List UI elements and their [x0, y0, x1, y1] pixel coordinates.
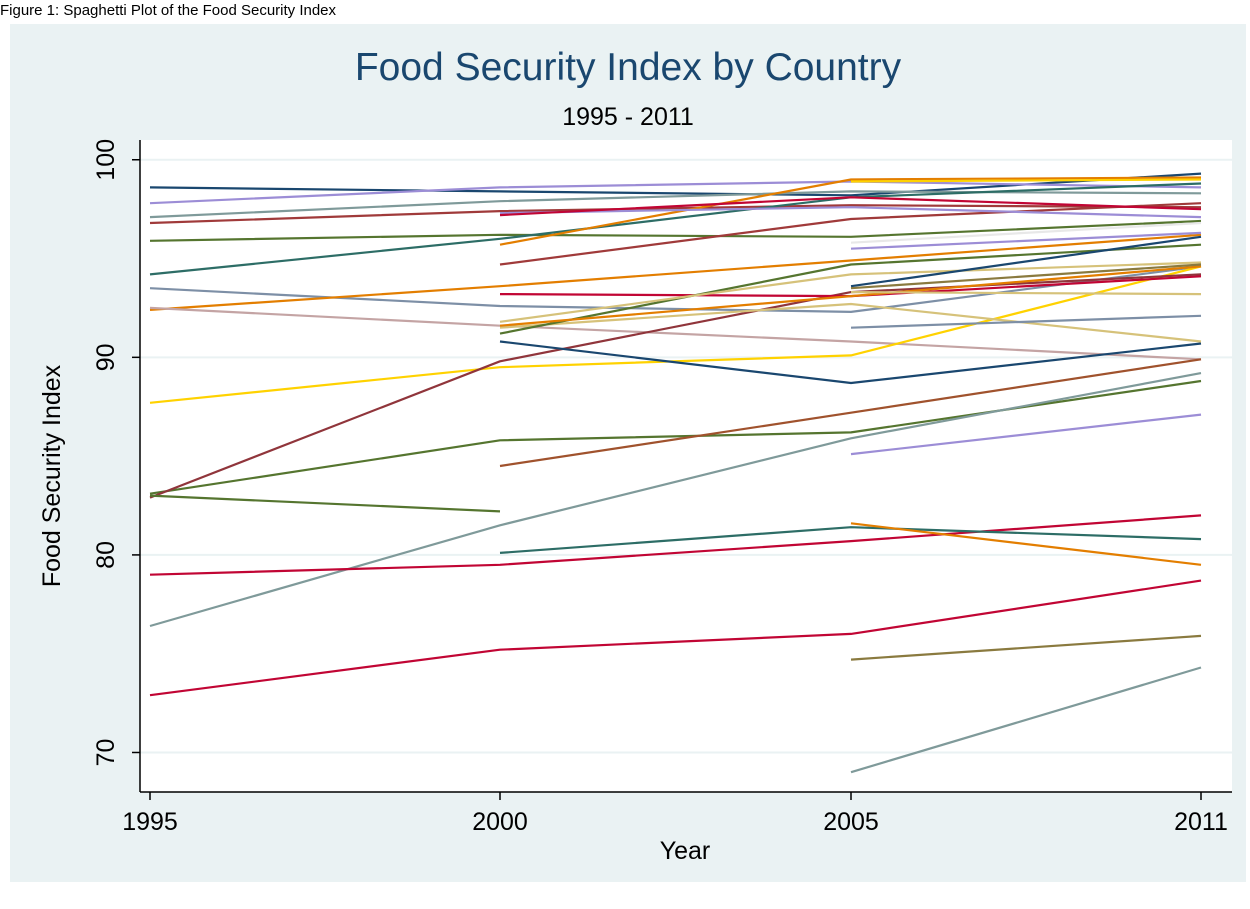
x-tick-label: 2011 — [1174, 808, 1228, 836]
series-line-5 — [149, 219, 1202, 242]
series-line-41 — [850, 235, 1202, 288]
series-line-27 — [499, 196, 1202, 217]
series-line-24 — [499, 302, 1202, 343]
series-line-32 — [850, 413, 1202, 456]
series-line-35 — [850, 314, 1202, 329]
series-line-33 — [850, 634, 1202, 661]
series-line-39 — [850, 263, 1202, 290]
series-line-22 — [499, 202, 1202, 266]
y-tick-label: 70 — [92, 739, 120, 767]
series-line-3 — [149, 190, 1202, 219]
x-tick-label: 2005 — [823, 808, 879, 836]
y-tick-label: 90 — [92, 343, 120, 371]
chart-title: Food Security Index by Country — [355, 46, 902, 89]
series-line-25 — [499, 206, 1202, 219]
series-line-29 — [499, 261, 1202, 323]
series-line-16 — [149, 494, 501, 513]
series-line-18 — [499, 340, 1202, 385]
series-line-2 — [149, 180, 1202, 205]
series-line-40 — [850, 291, 1202, 296]
chart-subtitle: 1995 - 2011 — [562, 103, 694, 131]
series-line-6 — [149, 182, 1202, 276]
x-axis-label: Year — [660, 837, 711, 865]
series-line-9 — [149, 306, 1202, 361]
series-line-14 — [149, 514, 1202, 576]
figure-caption: Figure 1: Spaghetti Plot of the Food Sec… — [0, 2, 337, 19]
series-line-26 — [499, 243, 1202, 335]
y-tick-label: 100 — [92, 139, 120, 181]
series-line-28 — [499, 265, 1202, 327]
series-line-21 — [499, 176, 1202, 246]
series-line-12 — [149, 273, 1202, 499]
series-line-37 — [850, 231, 1202, 250]
y-axis-label: Food Security Index — [38, 364, 66, 587]
chart-area: Food Security Index by Country 1995 - 20… — [10, 24, 1246, 882]
x-tick-label: 1995 — [122, 808, 178, 836]
x-tick-label: 2000 — [472, 808, 528, 836]
series-line-4 — [149, 204, 1202, 225]
series-line-31 — [850, 522, 1202, 566]
series-line-19 — [499, 358, 1202, 468]
series-line-38 — [850, 221, 1202, 244]
series-line-34 — [850, 666, 1202, 774]
series-line-15 — [149, 579, 1202, 697]
series-line-36 — [850, 178, 1202, 183]
series-line-13 — [149, 372, 1202, 628]
series-line-17 — [499, 526, 1202, 554]
y-tick-label: 80 — [92, 541, 120, 569]
series-line-8 — [149, 233, 1202, 311]
plot-area — [140, 140, 1232, 792]
line-chart: Food Security Index by Country 1995 - 20… — [38, 46, 1232, 865]
